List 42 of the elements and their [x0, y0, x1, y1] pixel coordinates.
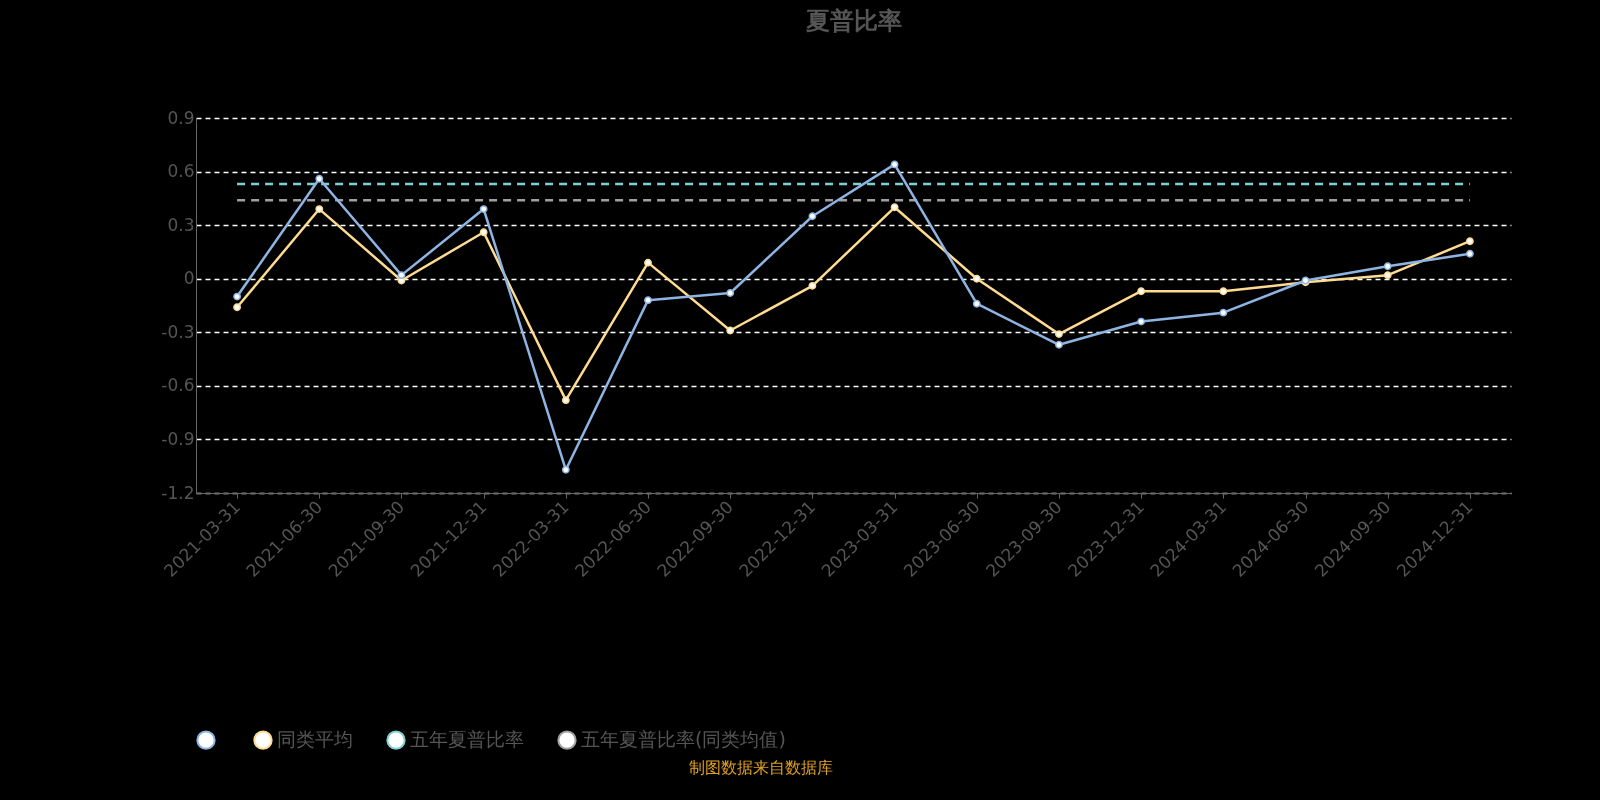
point: [1465, 249, 1474, 258]
legend-label: 五年夏普比率(同类均值): [581, 728, 786, 751]
point: [561, 396, 570, 405]
legend-label: 五年夏普比率: [410, 728, 524, 751]
point: [1465, 237, 1474, 246]
y-tick-label: 0.9: [167, 107, 195, 128]
point: [233, 292, 242, 301]
y-tick-label: -0.9: [161, 428, 195, 449]
point: [1055, 340, 1063, 349]
point: [972, 274, 981, 283]
point: [644, 296, 652, 305]
point: [233, 303, 242, 312]
point: [1383, 271, 1392, 280]
point: [808, 212, 817, 221]
text: 制图数据来自数据库: [689, 758, 833, 777]
point: [1219, 308, 1228, 317]
point: [1219, 287, 1228, 296]
point: [726, 289, 735, 297]
point: [397, 271, 406, 280]
point: [644, 258, 652, 267]
y-tick-label: 0.6: [167, 161, 195, 182]
point: [315, 174, 324, 183]
point: [1055, 330, 1063, 338]
legend-label: 同类平均: [277, 728, 353, 751]
point: [479, 205, 488, 213]
point: [890, 203, 899, 212]
point: [1137, 287, 1146, 296]
point: [315, 205, 324, 213]
y-tick-label: 0.3: [167, 214, 195, 235]
y-tick-label: 0: [183, 268, 195, 289]
point: [972, 299, 981, 308]
point: [1137, 317, 1146, 326]
chart-title: 夏普比率: [804, 7, 902, 35]
point: [726, 326, 735, 335]
y-tick-label: -0.6: [161, 375, 195, 396]
point: [561, 465, 570, 474]
y-tick-label: -0.3: [161, 321, 195, 342]
point: [808, 281, 817, 290]
y-tick-label: -1.2: [161, 482, 195, 503]
point: [1383, 262, 1392, 271]
point: [890, 160, 899, 169]
point: [479, 228, 488, 237]
